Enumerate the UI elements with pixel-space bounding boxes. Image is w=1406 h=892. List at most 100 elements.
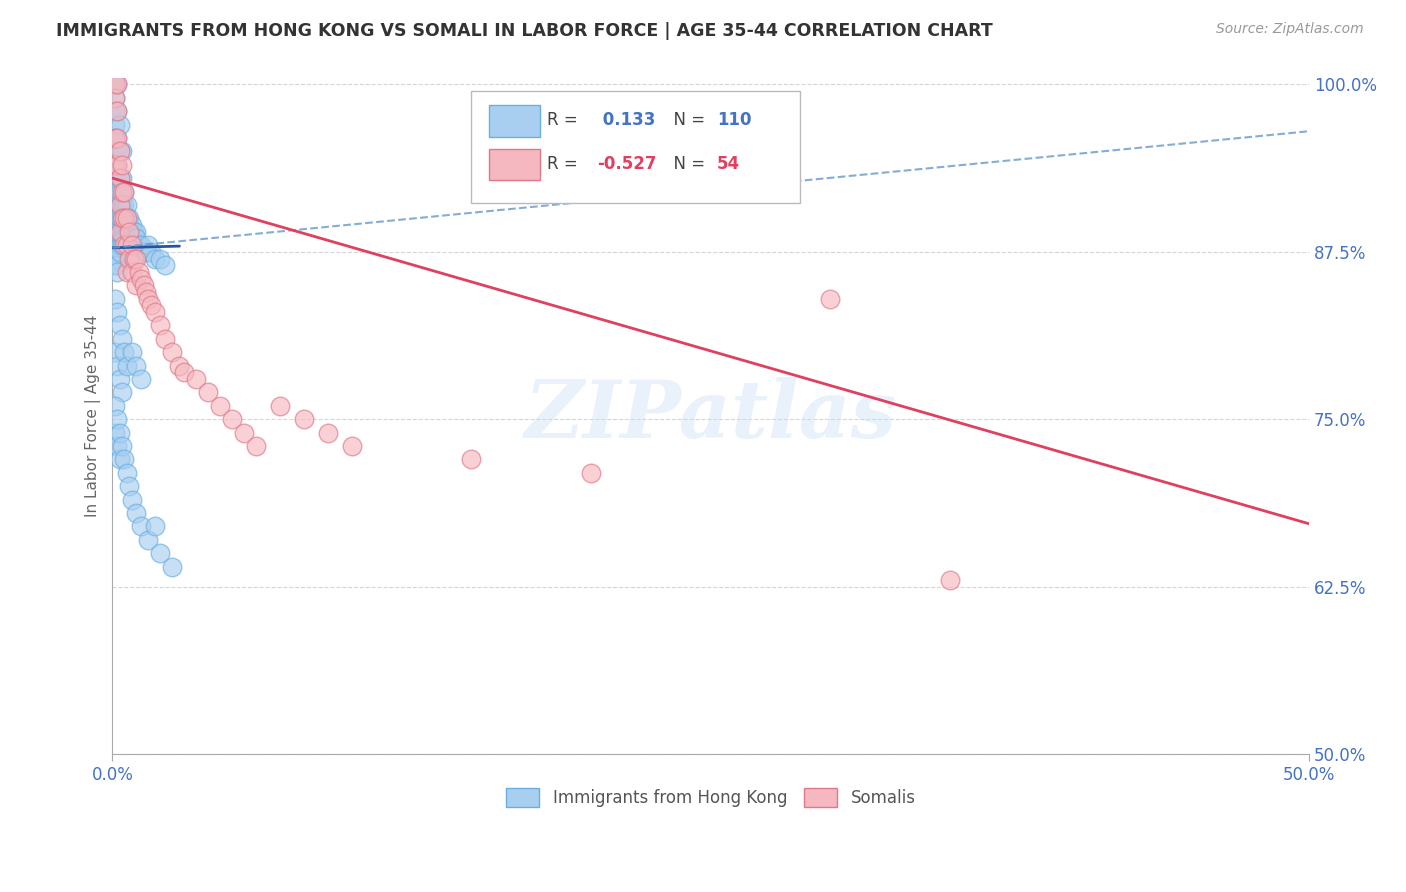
Point (108, 145, 131, 159)
Point (112, 211, 135, 226)
Point (233, 425, 256, 440)
Point (105, 439, 128, 453)
Point (292, 412, 315, 426)
Point (105, 145, 128, 159)
Point (118, 479, 141, 493)
FancyBboxPatch shape (489, 149, 540, 180)
Point (139, 244, 162, 259)
Point (121, 265, 143, 279)
Point (121, 345, 143, 359)
Point (105, 198, 128, 212)
Point (104, 78, 127, 92)
Point (115, 211, 138, 226)
Point (129, 372, 152, 386)
Point (111, 211, 134, 226)
Text: -0.527: -0.527 (598, 154, 657, 172)
Point (108, 145, 131, 159)
Point (112, 211, 135, 226)
Point (108, 171, 131, 186)
Point (115, 238, 138, 252)
Point (112, 345, 135, 359)
Point (104, 91, 127, 105)
Point (104, 292, 127, 306)
Point (122, 231, 145, 245)
Point (105, 244, 128, 259)
Point (111, 225, 134, 239)
Point (111, 211, 134, 226)
Text: R =: R = (547, 111, 583, 128)
Point (112, 185, 135, 199)
Point (104, 131, 127, 145)
Point (105, 359, 128, 373)
Point (104, 345, 127, 359)
Text: N =: N = (662, 111, 710, 128)
Point (108, 198, 131, 212)
Point (118, 211, 141, 226)
Point (162, 345, 184, 359)
Point (221, 412, 243, 426)
Text: R =: R = (547, 154, 583, 172)
Point (104, 218, 127, 232)
Point (104, 78, 127, 92)
Point (460, 452, 482, 467)
Point (108, 225, 131, 239)
Point (115, 211, 138, 226)
Point (125, 252, 148, 266)
Point (108, 425, 131, 440)
Point (105, 211, 128, 226)
Point (112, 225, 135, 239)
Point (105, 131, 128, 145)
Point (115, 466, 138, 480)
Point (121, 238, 143, 252)
Point (105, 258, 128, 272)
Point (115, 225, 138, 239)
Point (145, 252, 167, 266)
Point (136, 238, 159, 252)
Point (125, 231, 148, 245)
Point (104, 158, 127, 172)
Point (108, 118, 131, 132)
Point (136, 292, 159, 306)
Point (153, 332, 176, 346)
Point (104, 399, 127, 413)
Point (104, 104, 127, 119)
Point (245, 439, 267, 453)
Point (108, 452, 131, 467)
Point (104, 185, 127, 199)
Point (104, 425, 127, 440)
Point (132, 278, 155, 293)
Point (111, 231, 134, 245)
Point (108, 244, 131, 259)
Point (111, 198, 134, 212)
Text: N =: N = (662, 154, 710, 172)
Point (111, 385, 134, 400)
Text: 110: 110 (717, 111, 751, 128)
Point (105, 104, 128, 119)
Point (820, 292, 842, 306)
Point (108, 171, 131, 186)
Point (128, 265, 150, 279)
Point (105, 225, 128, 239)
Y-axis label: In Labor Force | Age 35-44: In Labor Force | Age 35-44 (86, 315, 101, 517)
Point (104, 145, 127, 159)
Point (173, 365, 195, 379)
Point (111, 158, 134, 172)
Point (145, 305, 167, 319)
Point (129, 519, 152, 533)
Point (112, 231, 135, 245)
Text: Source: ZipAtlas.com: Source: ZipAtlas.com (1216, 22, 1364, 37)
Point (118, 218, 141, 232)
FancyBboxPatch shape (471, 91, 800, 202)
Point (111, 145, 134, 159)
Point (105, 238, 128, 252)
Point (121, 492, 143, 507)
Point (111, 332, 134, 346)
Text: 54: 54 (717, 154, 740, 172)
Point (136, 533, 159, 547)
Point (104, 204, 127, 219)
Point (197, 385, 219, 400)
Point (105, 412, 128, 426)
Point (105, 131, 128, 145)
Point (105, 78, 128, 92)
Point (129, 238, 152, 252)
